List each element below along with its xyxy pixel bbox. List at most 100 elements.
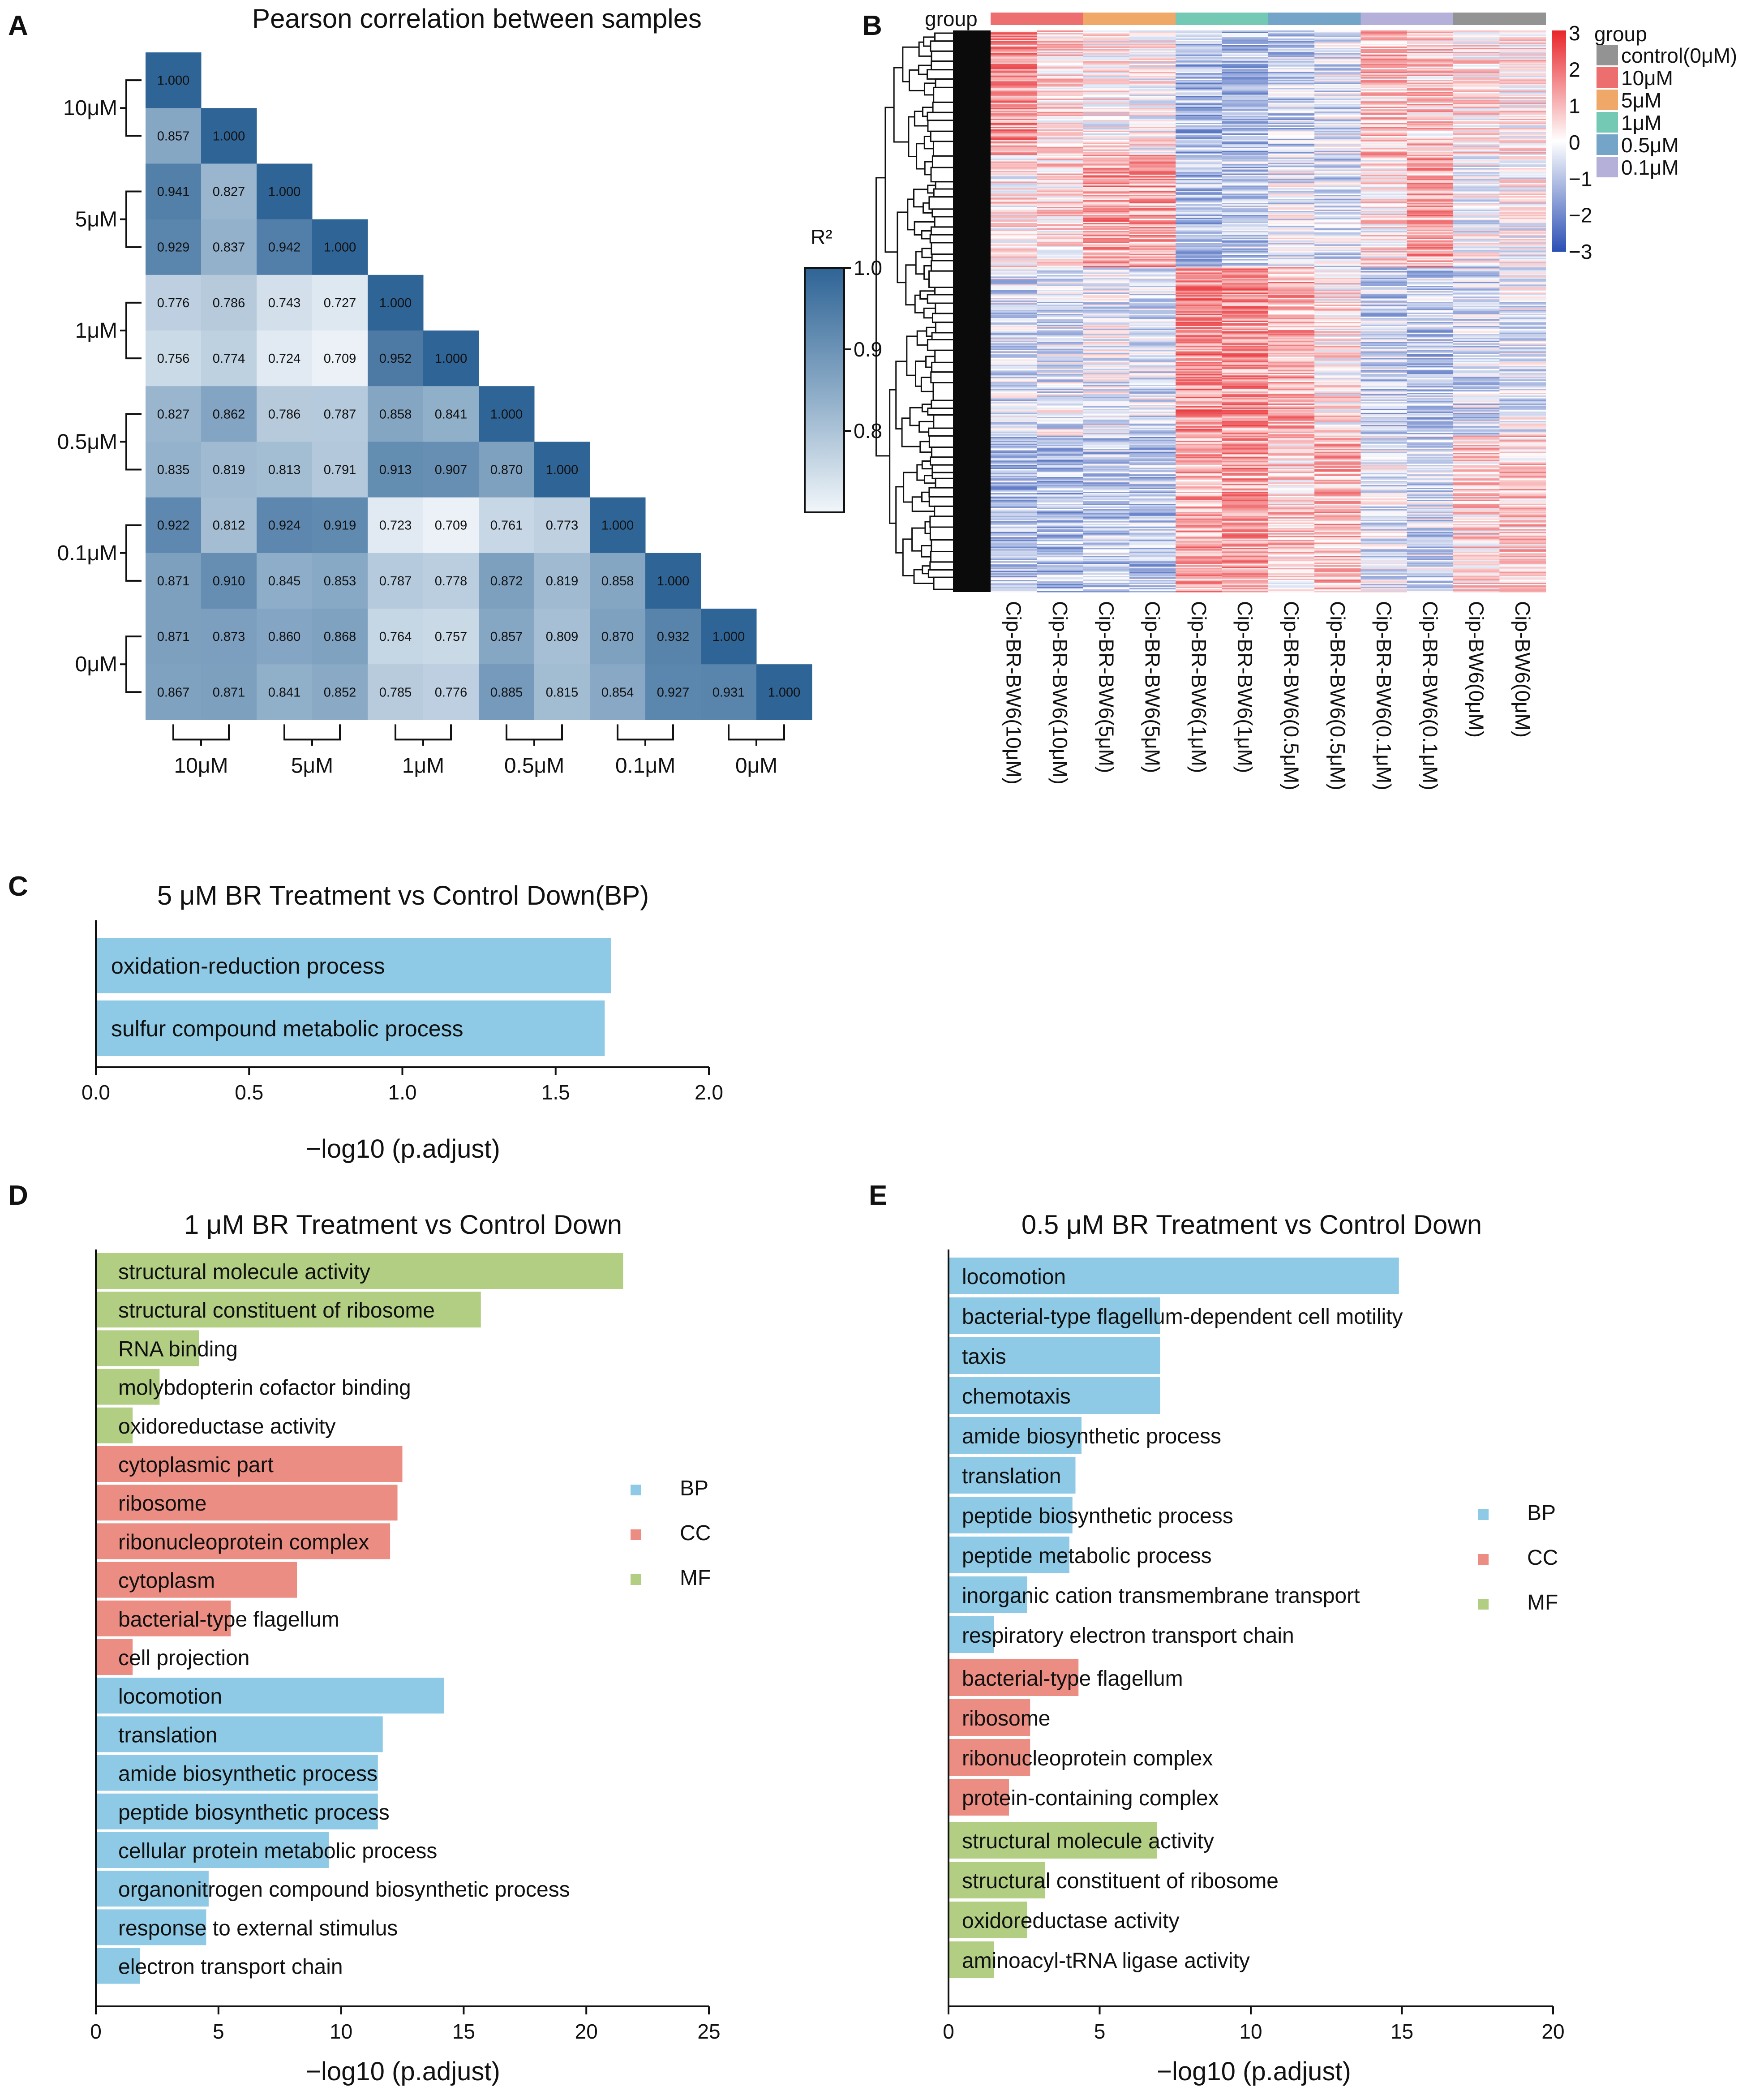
heat-cell — [1499, 327, 1546, 329]
heat-cell — [991, 342, 1037, 344]
heat-cell — [991, 316, 1037, 318]
heat-cell — [1222, 252, 1269, 254]
heat-cell — [1176, 378, 1223, 380]
heat-cell — [1407, 64, 1454, 66]
heat-cell — [1361, 505, 1408, 507]
heat-cell — [1129, 514, 1176, 516]
heat-cell — [1314, 521, 1361, 523]
heat-cell — [1499, 276, 1546, 278]
heat-cell — [1361, 57, 1408, 59]
heat-cell — [1314, 318, 1361, 320]
heat-cell — [1222, 210, 1269, 211]
heat-cell — [991, 365, 1037, 367]
heat-cell — [1361, 319, 1408, 321]
heat-cell — [1083, 134, 1130, 137]
heat-cell — [1176, 472, 1223, 473]
heat-cell — [1037, 249, 1084, 252]
heat-cell — [1407, 497, 1454, 499]
heat-cell — [1407, 260, 1454, 262]
heat-cell — [1453, 260, 1500, 262]
heat-cell — [1314, 258, 1361, 260]
heat-cell — [1407, 404, 1454, 405]
heat-cell — [1361, 65, 1408, 67]
heat-cell — [1037, 529, 1084, 531]
heat-cell — [1222, 344, 1269, 347]
heat-cell — [1037, 425, 1084, 427]
heat-cell — [1037, 462, 1084, 464]
heat-cell — [1361, 64, 1408, 66]
heat-cell — [1361, 458, 1408, 460]
heat-cell — [1407, 189, 1454, 191]
heat-cell — [1361, 453, 1408, 455]
heat-cell — [1222, 146, 1269, 149]
heat-cell — [1083, 346, 1130, 348]
heat-cell — [1268, 315, 1315, 317]
heat-cell — [1499, 239, 1546, 241]
correlation-cell — [146, 497, 202, 554]
heat-cell — [1453, 477, 1500, 479]
correlation-cell — [479, 497, 535, 554]
heat-cell — [1453, 513, 1500, 515]
heat-cell — [1453, 454, 1500, 456]
heat-cell — [1037, 461, 1084, 463]
heat-cell — [1268, 455, 1315, 458]
heat-cell — [1129, 38, 1176, 40]
heat-cell — [1222, 330, 1269, 332]
heat-cell — [1453, 526, 1500, 528]
heat-cell — [1453, 355, 1500, 357]
heat-cell — [1083, 427, 1130, 429]
heat-cell — [1037, 545, 1084, 547]
heat-cell — [1407, 406, 1454, 408]
heat-cell — [1314, 115, 1361, 116]
heat-cell — [991, 237, 1037, 240]
heat-cell — [1453, 243, 1500, 245]
heat-cell — [1268, 529, 1315, 531]
heat-cell — [991, 272, 1037, 274]
heat-cell — [991, 305, 1037, 306]
heat-cell — [1361, 141, 1408, 143]
heat-cell — [1037, 94, 1084, 96]
heat-cell — [991, 56, 1037, 58]
heat-cell — [1176, 229, 1223, 232]
heat-cell — [1129, 129, 1176, 131]
heat-cell — [1453, 189, 1500, 191]
heat-cell — [1176, 62, 1223, 64]
heat-cell — [1314, 352, 1361, 355]
heat-cell — [1129, 521, 1176, 523]
heat-cell — [1037, 354, 1084, 356]
heat-cell — [1083, 276, 1130, 278]
heat-cell — [1407, 235, 1454, 237]
heat-cell — [1499, 121, 1546, 123]
heat-cell — [1037, 429, 1084, 431]
heat-cell — [1268, 340, 1315, 343]
heat-cell — [1222, 215, 1269, 217]
heat-cell — [1129, 544, 1176, 546]
heat-cell — [1268, 155, 1315, 157]
heat-cell — [1361, 522, 1408, 524]
heat-cell — [1361, 536, 1408, 538]
heat-cell — [1083, 239, 1130, 241]
heat-cell — [1407, 322, 1454, 324]
heat-cell — [1129, 406, 1176, 408]
heat-cell — [1453, 558, 1500, 560]
correlation-value: 0.857 — [157, 129, 190, 143]
heat-cell — [1499, 356, 1546, 359]
heat-cell — [1176, 284, 1223, 286]
heat-cell — [1314, 236, 1361, 238]
heat-cell — [1453, 405, 1500, 407]
heat-cell — [1176, 316, 1223, 318]
heat-cell — [1129, 326, 1176, 328]
heat-cell — [1176, 342, 1223, 344]
heat-cell — [1407, 119, 1454, 120]
heat-cell — [1361, 354, 1408, 356]
heat-cell — [1361, 366, 1408, 368]
heat-cell — [991, 291, 1037, 293]
heat-cell — [1083, 410, 1130, 412]
heat-cell — [1361, 526, 1408, 528]
heat-cell — [1453, 550, 1500, 553]
heat-cell — [1268, 318, 1315, 320]
heat-cell — [1176, 371, 1223, 373]
heat-cell — [1083, 393, 1130, 395]
heat-cell — [1268, 435, 1315, 438]
heat-cell — [1407, 199, 1454, 201]
